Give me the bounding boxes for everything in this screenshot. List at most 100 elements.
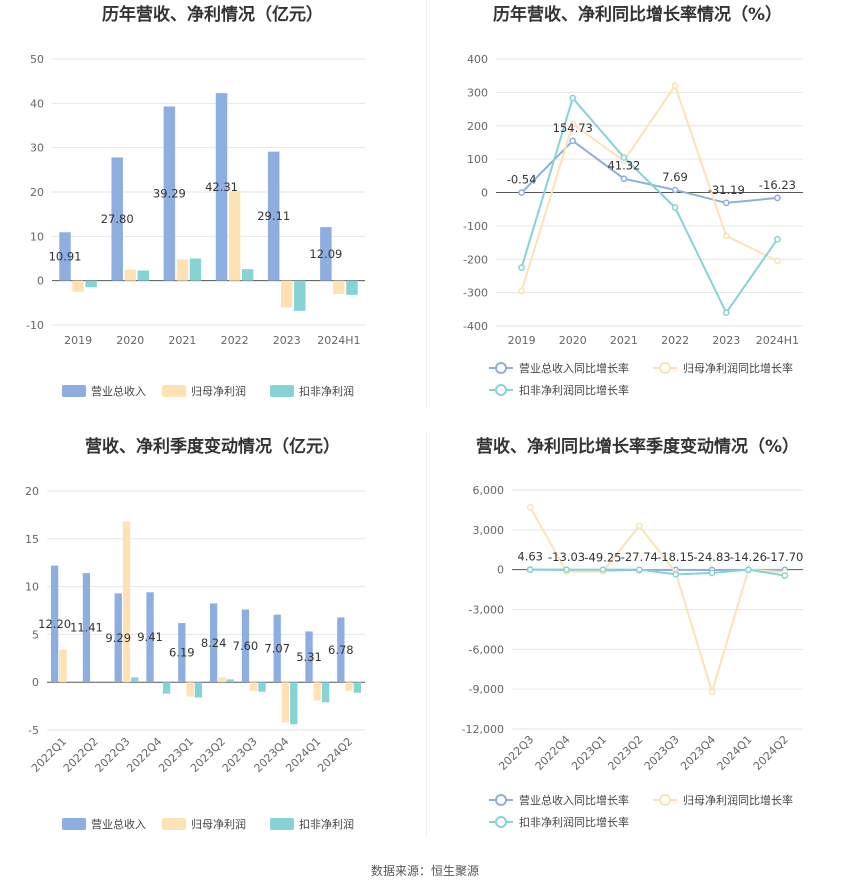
bar-netprofit: [218, 677, 226, 683]
x-tick-label: 2021: [610, 334, 638, 347]
series-point: [569, 137, 577, 145]
bar-revenue: [241, 609, 250, 683]
data-label: -49.25: [584, 550, 621, 564]
series-point: [599, 566, 607, 574]
series-point: [672, 570, 680, 578]
data-label: -14.26: [730, 550, 767, 564]
series-point: [774, 257, 781, 265]
bar-netprofit: [345, 682, 353, 691]
y-tick-label: 30: [30, 142, 44, 155]
bar-deducted: [226, 679, 234, 683]
bar-deducted: [85, 280, 97, 288]
series-point: [708, 569, 716, 577]
bar-netprofit: [59, 649, 67, 683]
bar-revenue: [273, 614, 281, 683]
x-tick-label: 2023Q2: [605, 733, 645, 773]
y-tick-label: 0: [32, 676, 39, 689]
data-source-note: 数据来源：恒生聚源: [370, 864, 479, 878]
y-tick-label: 5: [32, 628, 39, 641]
data-label: 154.73: [553, 121, 593, 135]
x-tick-label: 2023Q3: [642, 733, 682, 773]
series-point: [671, 82, 679, 90]
legend-swatch: [162, 818, 186, 830]
x-tick-label: 2019: [64, 334, 92, 347]
legend-swatch: [62, 818, 86, 830]
legend-swatch-marker: [659, 362, 671, 374]
y-tick-label: 20: [30, 186, 44, 199]
y-tick-label: 40: [30, 97, 44, 110]
bar-revenue: [337, 617, 345, 683]
x-tick-label: 2020: [559, 334, 587, 347]
y-tick-label: 0: [37, 275, 44, 288]
bar-netprofit: [186, 682, 194, 697]
annual-growth-rate-chart: 历年营收、净利同比增长率情况（%） -400 -300 -200 -100 0 100 200…: [425, 0, 850, 430]
bar-netprofit: [333, 280, 345, 294]
y-tick-label: -12,000: [462, 723, 504, 736]
legend-label: 归母净利润同比增长率: [683, 793, 793, 807]
series-point: [781, 572, 789, 579]
bar-revenue: [178, 623, 186, 683]
bar-revenue: [305, 631, 313, 683]
y-tick-label: 300: [467, 86, 488, 99]
series-point: [563, 566, 570, 574]
series-point: [526, 566, 534, 574]
x-tick-label: 2023Q4: [678, 733, 718, 773]
series-point: [569, 120, 577, 128]
series-line-netprofit: [529, 506, 785, 696]
bar-revenue: [146, 592, 154, 683]
legend-swatch-marker: [659, 794, 671, 806]
data-label: 27.80: [101, 212, 134, 226]
y-tick-label: 15: [25, 533, 39, 546]
bar-deducted: [294, 280, 306, 311]
quarterly-growth-rate-chart: 营收、净利同比增长率季度变动情况（%） -12,000 -9,000 -6,000 -3…: [425, 430, 850, 860]
legend-label: 扣非净利润: [299, 817, 354, 831]
data-label: 7.07: [264, 641, 290, 655]
bar-deducted: [346, 280, 358, 295]
bar-netprofit: [281, 682, 290, 723]
bar-netprofit: [250, 682, 258, 691]
y-tick-label: -6,000: [469, 643, 504, 656]
bar-deducted: [353, 682, 362, 693]
bar-netprofit: [124, 269, 136, 281]
divider-bottom: [426, 432, 427, 838]
quarterly-revenue-profit-svg: 营收、净利季度变动情况（亿元）-5051015202022Q12022Q2202…: [25, 436, 365, 831]
y-tick-label: 3,000: [473, 524, 505, 537]
x-tick-label: 2023Q1: [569, 733, 609, 773]
series-point: [722, 232, 730, 240]
bar-revenue: [114, 593, 122, 683]
bar-revenue: [111, 157, 123, 281]
y-tick-label: -3,000: [469, 604, 504, 617]
data-label: -17.70: [766, 550, 803, 564]
series-point: [518, 287, 525, 295]
data-label: 29.11: [257, 209, 290, 223]
bar-deducted: [321, 682, 330, 703]
y-tick-label: 10: [25, 581, 39, 594]
bar-revenue: [267, 151, 280, 281]
data-label: 10.91: [49, 249, 82, 263]
bar-netprofit: [228, 191, 241, 281]
y-tick-label: 50: [30, 53, 44, 66]
chart-title: 营收、净利季度变动情况（亿元）: [85, 436, 340, 457]
chart-title: 历年营收、净利同比增长率情况（%）: [493, 4, 782, 25]
bar-deducted: [241, 269, 254, 281]
data-label: 5.31: [296, 650, 322, 664]
legend-label: 归母净利润同比增长率: [683, 361, 793, 375]
x-tick-label: 2019: [508, 334, 536, 347]
bar-netprofit: [281, 280, 293, 308]
legend-swatch-marker: [495, 362, 507, 374]
data-label: 7.69: [662, 170, 688, 184]
bar-revenue: [82, 573, 91, 683]
legend-swatch-marker: [495, 384, 507, 396]
legend-label: 扣非净利润同比增长率: [519, 815, 629, 829]
bar-netprofit: [176, 259, 189, 281]
chart-group: 营收、净利同比增长率季度变动情况（%） -12,000 -9,000 -6,000 -3…: [462, 436, 804, 829]
y-tick-label: 200: [467, 120, 488, 133]
annual-revenue-profit-svg: 历年营收、净利情况（亿元） -10 0 10 20 30 40 50 2019 2020 2021 2…: [26, 4, 365, 398]
legend-label: 营业总收入同比增长率: [519, 361, 629, 375]
data-label: 11.41: [70, 621, 103, 635]
divider-top: [426, 0, 427, 408]
x-tick-label: 2024Q1: [714, 733, 754, 773]
data-label: -13.03: [548, 550, 585, 564]
data-label: 9.41: [137, 630, 163, 644]
bar-revenue: [209, 603, 218, 683]
